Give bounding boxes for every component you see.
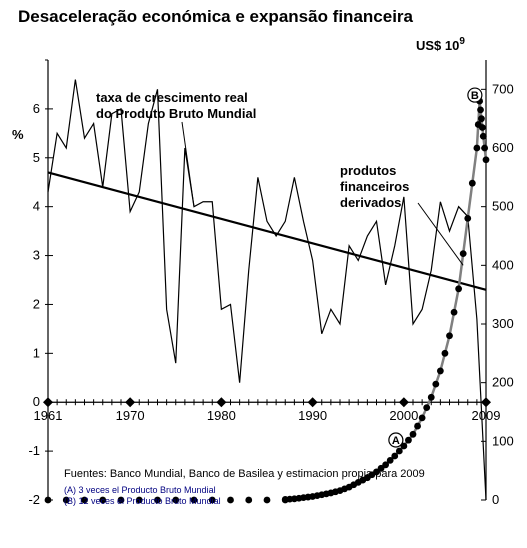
gdp-growth-line xyxy=(48,80,486,500)
y-right-label: 700 xyxy=(492,81,514,96)
derivatives-dot xyxy=(455,285,462,292)
derivatives-dot xyxy=(483,156,490,163)
derivatives-dot xyxy=(477,106,484,113)
chart-title: Desaceleração económica e expansão finan… xyxy=(18,7,414,26)
derivatives-dot xyxy=(245,497,252,504)
footnote-b: (B) 12 veces el Producto Bruto Mundial xyxy=(64,496,221,506)
y-left-label: 2 xyxy=(33,296,40,311)
derivatives-line xyxy=(285,101,486,499)
gdp-trend-line xyxy=(48,172,486,289)
gdp-annotation-l1: taxa de crescimento real xyxy=(96,90,248,105)
derivatives-dot xyxy=(460,250,467,257)
derivatives-dot xyxy=(419,414,426,421)
x-diamond-marker xyxy=(125,397,135,407)
x-tick-label: 1961 xyxy=(34,408,63,423)
source-text: Fuentes: Banco Mundial, Banco de Basilea… xyxy=(64,468,425,480)
derivatives-dot xyxy=(473,145,480,152)
derivatives-dot xyxy=(446,332,453,339)
deriv-annotation-l3: derivados xyxy=(340,195,401,210)
y-right-label: 100 xyxy=(492,433,514,448)
derivatives-dot xyxy=(423,404,430,411)
x-tick-label: 2000 xyxy=(389,408,418,423)
y-right-label: 300 xyxy=(492,316,514,331)
x-tick-label: 1980 xyxy=(207,408,236,423)
derivatives-dot xyxy=(479,124,486,131)
derivatives-dot xyxy=(469,180,476,187)
y-left-label: 6 xyxy=(33,101,40,116)
derivatives-dot xyxy=(478,115,485,122)
derivatives-dot xyxy=(442,350,449,357)
y-left-label: -2 xyxy=(28,492,40,507)
marker-a-label: A xyxy=(392,435,400,447)
y-right-label: 200 xyxy=(492,375,514,390)
x-tick-label: 2009 xyxy=(472,408,501,423)
left-axis-unit: % xyxy=(12,127,24,142)
y-left-label: 4 xyxy=(33,199,40,214)
derivatives-dot xyxy=(405,437,412,444)
chart-container: Desaceleração económica e expansão finan… xyxy=(0,0,527,548)
derivatives-dot xyxy=(414,423,421,430)
derivatives-dot xyxy=(451,309,458,316)
x-tick-label: 1990 xyxy=(298,408,327,423)
x-diamond-marker xyxy=(216,397,226,407)
footnote-a: (A) 3 veces el Producto Bruto Mundial xyxy=(64,485,216,495)
right-axis-unit: US$ 109 xyxy=(416,36,465,53)
chart-svg: Desaceleração económica e expansão finan… xyxy=(0,0,527,548)
derivatives-dot xyxy=(227,497,234,504)
y-right-label: 500 xyxy=(492,199,514,214)
derivatives-dot xyxy=(410,431,417,438)
y-right-label: 600 xyxy=(492,140,514,155)
y-left-label: -1 xyxy=(28,443,40,458)
y-right-label: 400 xyxy=(492,257,514,272)
y-left-label: 3 xyxy=(33,248,40,263)
derivatives-dot xyxy=(481,145,488,152)
derivatives-dot xyxy=(45,497,52,504)
derivatives-dot xyxy=(282,497,289,504)
y-left-label: 5 xyxy=(33,150,40,165)
y-left-label: 0 xyxy=(33,394,40,409)
x-diamond-marker xyxy=(481,397,491,407)
gdp-annotation-l2: do Produto Bruto Mundial xyxy=(96,106,256,121)
y-left-label: 1 xyxy=(33,345,40,360)
deriv-annotation-l1: produtos xyxy=(340,163,396,178)
derivatives-dot xyxy=(437,368,444,375)
derivatives-dot xyxy=(480,133,487,140)
derivatives-dot xyxy=(432,381,439,388)
x-tick-label: 1970 xyxy=(116,408,145,423)
derivatives-dot xyxy=(464,215,471,222)
derivatives-dot xyxy=(428,394,435,401)
marker-b-label: B xyxy=(471,90,479,102)
x-diamond-marker xyxy=(399,397,409,407)
deriv-annotation-l2: financeiros xyxy=(340,179,409,194)
x-diamond-marker xyxy=(308,397,318,407)
y-right-label: 0 xyxy=(492,492,499,507)
derivatives-dot xyxy=(264,497,271,504)
